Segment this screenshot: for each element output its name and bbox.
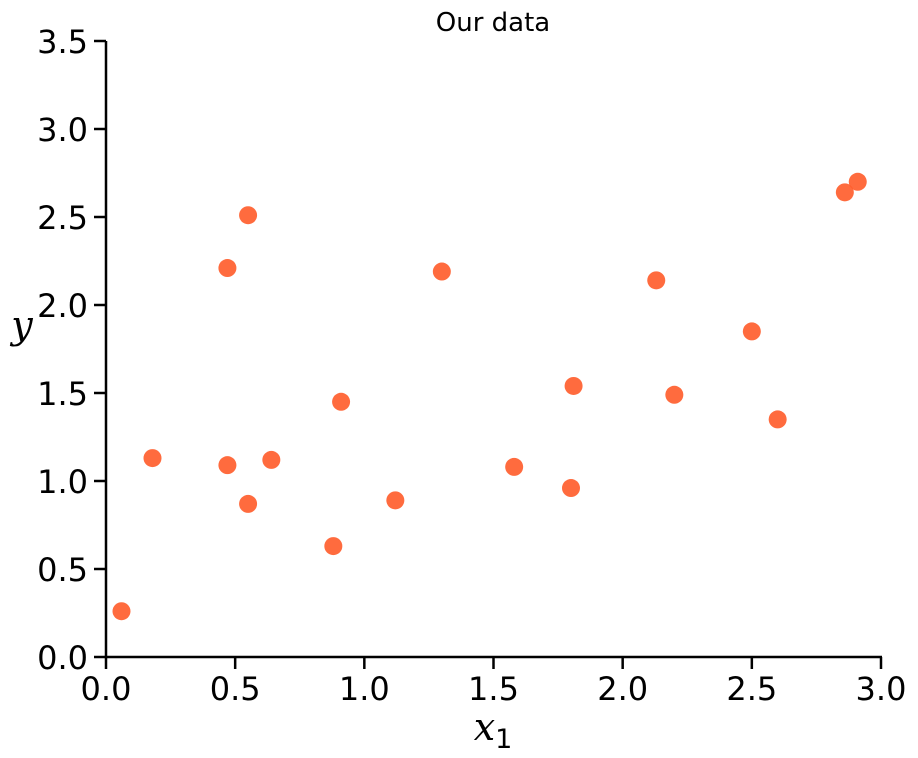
data-point bbox=[112, 602, 131, 621]
y-tick-label: 0.5 bbox=[37, 551, 88, 589]
data-point bbox=[665, 385, 684, 404]
data-point bbox=[505, 457, 524, 476]
data-point bbox=[647, 271, 666, 290]
x-tick-label: 1.5 bbox=[468, 670, 519, 708]
y-tick-label: 3.5 bbox=[37, 23, 88, 61]
x-axis-label: x1 bbox=[474, 705, 513, 755]
data-point bbox=[262, 450, 281, 469]
data-point bbox=[848, 172, 867, 191]
x-axis-label-main: x bbox=[474, 705, 495, 749]
data-point bbox=[324, 537, 343, 556]
x-tick-label: 3.0 bbox=[856, 670, 907, 708]
data-point bbox=[432, 262, 451, 281]
data-point bbox=[218, 456, 237, 475]
data-point bbox=[239, 494, 258, 513]
y-tick-label: 2.0 bbox=[37, 287, 88, 325]
data-point bbox=[386, 491, 405, 510]
data-point bbox=[564, 376, 583, 395]
points-layer bbox=[112, 172, 867, 621]
x-ticks: 0.0 0.5 1.0 1.5 2.0 2.5 3.0 bbox=[81, 657, 907, 708]
y-tick-label: 1.0 bbox=[37, 463, 88, 501]
x-tick-label: 0.0 bbox=[81, 670, 132, 708]
y-axis-label: y bbox=[9, 303, 33, 347]
data-point bbox=[768, 410, 787, 429]
data-point bbox=[218, 259, 237, 278]
x-tick-label: 1.0 bbox=[339, 670, 390, 708]
data-point bbox=[835, 183, 854, 202]
data-point bbox=[742, 322, 761, 341]
chart-title: Our data bbox=[436, 8, 550, 38]
y-tick-label: 1.5 bbox=[37, 375, 88, 413]
x-axis-label-subscript: 1 bbox=[495, 724, 512, 755]
y-ticks: 0.0 0.5 1.0 1.5 2.0 2.5 3.0 3.5 bbox=[37, 23, 106, 677]
x-tick-label: 0.5 bbox=[210, 670, 261, 708]
x-tick-label: 2.0 bbox=[597, 670, 648, 708]
y-tick-label: 0.0 bbox=[37, 639, 88, 677]
x-tick-label: 2.5 bbox=[726, 670, 777, 708]
data-point bbox=[239, 206, 258, 225]
y-tick-label: 3.0 bbox=[37, 111, 88, 149]
y-tick-label: 2.5 bbox=[37, 199, 88, 237]
data-point bbox=[143, 449, 162, 468]
data-point bbox=[562, 479, 580, 498]
data-point bbox=[332, 392, 351, 411]
